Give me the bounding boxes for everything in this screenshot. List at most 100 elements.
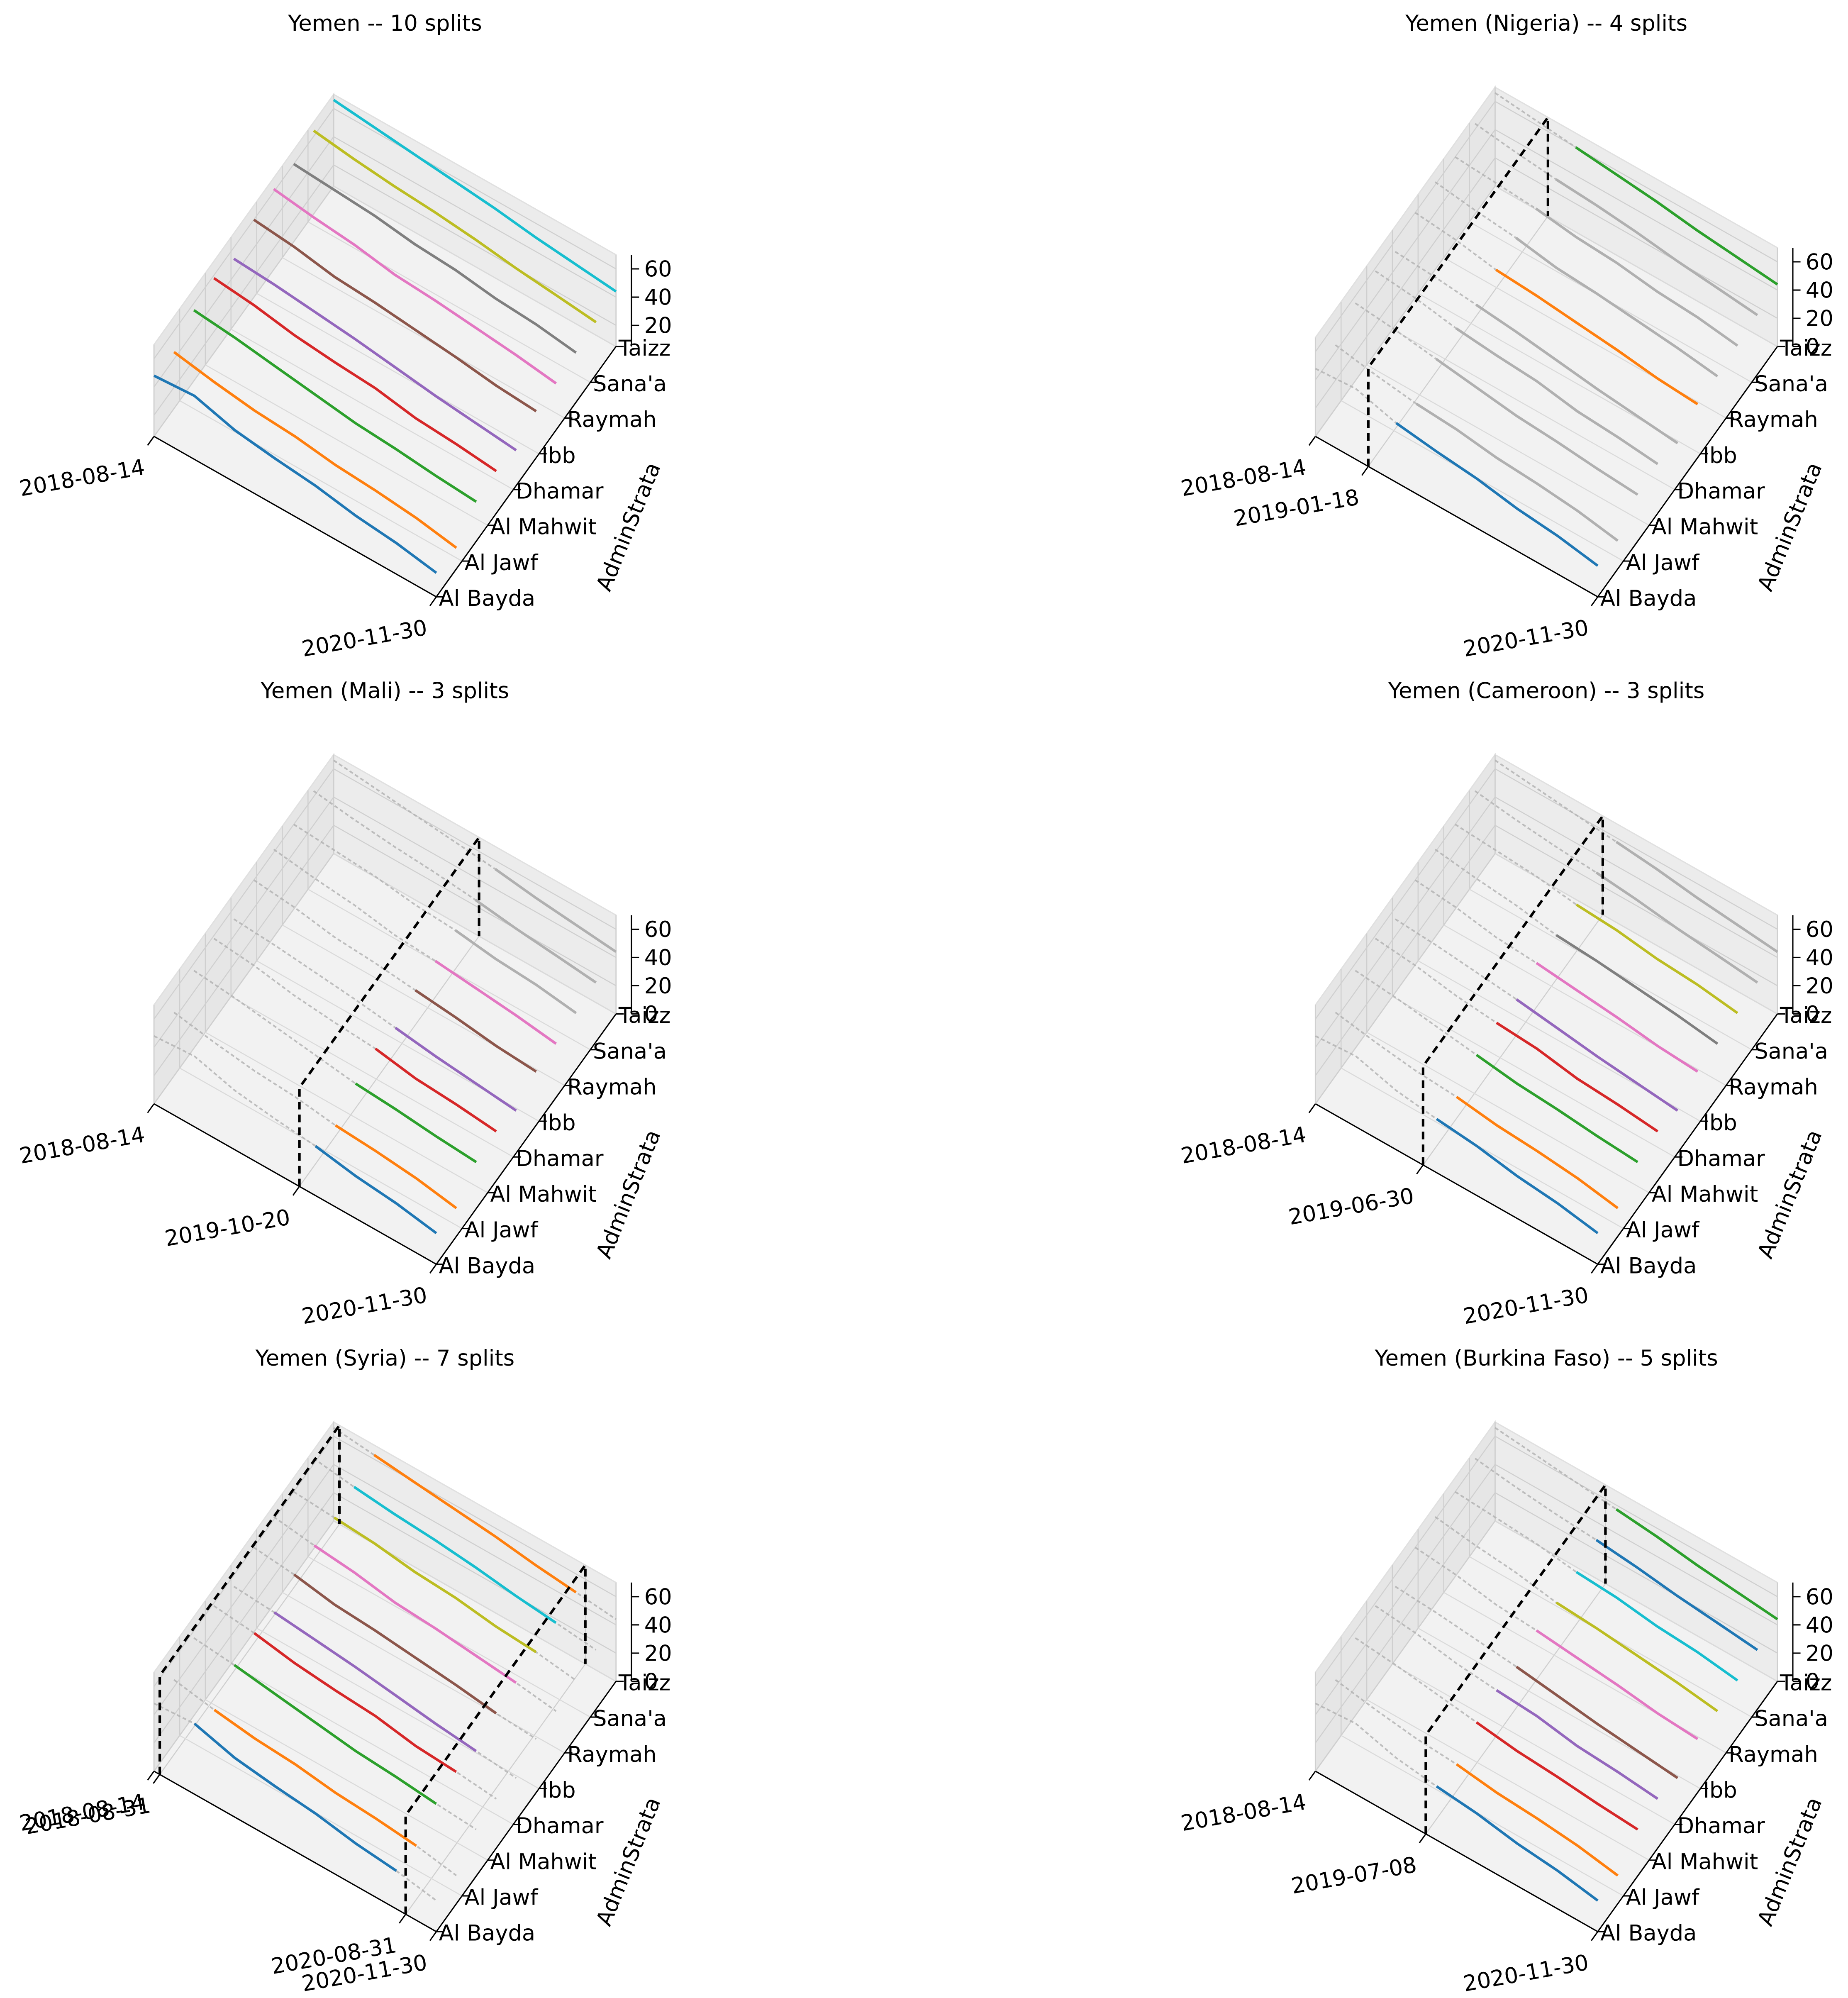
series-line [454,929,577,1014]
x-tick [1591,596,1599,606]
series-line [293,163,577,354]
series-line [253,1632,457,1773]
grid-line [256,1627,539,1789]
y-tick-label: Al Mahwit [1652,1182,1758,1207]
x-tick [1308,1103,1316,1113]
x-tick [147,1771,155,1781]
y-tick-label: Al Bayda [439,586,535,611]
grid-line [159,1524,340,1775]
y-tick-label: Ibb [541,443,575,468]
grid-line [1494,1436,1778,1597]
axis-line [1315,1013,1778,1265]
grid-line [1341,400,1624,562]
z-tick-label: 20 [1806,1641,1833,1666]
subplot: Yemen -- 10 splits 20 40 60 2018-08-14 2020-1… [17,11,672,662]
series-line [273,188,557,385]
x-tick-label: 2018-08-14 [1179,454,1308,501]
grid-line [231,329,514,490]
y-tick-label: Sana'a [593,371,667,397]
series-line [1555,934,1719,1045]
y-tick-label: Ibb [1703,1778,1737,1803]
series-line [193,309,477,503]
grid-line [1494,768,1778,930]
grid-line [333,796,617,958]
grid-line [205,364,488,526]
y-tick-label: Raymah [567,1742,656,1767]
y-tick-label: Raymah [1729,1075,1818,1100]
subplot: Yemen (Burkina Faso) -- 5 splits 0 20 40 60 2… [1179,1346,1833,1997]
y-tick-label: Taizz [1780,336,1832,361]
series-line [1455,1095,1619,1209]
axis-line [154,1681,617,1933]
grid-line [1315,1520,1496,1772]
series-line [313,1544,517,1684]
x-tick [1419,1833,1426,1844]
grid-line [154,1464,334,1715]
series-line [193,1722,397,1872]
grid-line [1494,1464,1778,1625]
series-line [213,1709,417,1847]
subplot: Yemen (Syria) -- 7 splits02040602018-08-… [17,1346,672,1997]
series-line [1536,962,1699,1073]
y-tick-label: Dhamar [1677,1813,1765,1839]
grid-line [1315,129,1496,381]
y-tick-label: Raymah [1729,1742,1818,1767]
series-line [1475,1721,1638,1831]
grid-line [1494,1492,1778,1654]
grid-line [154,136,334,388]
y-tick-label: Al Jawf [1626,550,1700,576]
grid-line [307,221,591,383]
series-line [233,257,517,451]
x-tick-label: 2018-08-14 [1179,1789,1308,1836]
series-line [1455,327,1659,465]
series-line [1575,1571,1738,1682]
x-tick-label: 2019-06-30 [1287,1183,1416,1230]
grid-line [333,768,617,930]
y-tick-label: Taizz [618,1003,670,1028]
z-tick-label: 20 [644,1641,672,1666]
y-tick-label: Dhamar [516,1146,603,1171]
x-tick-label: 2020-11-30 [1461,615,1591,662]
grid-line [1392,329,1675,490]
z-tick-label: 20 [644,313,672,339]
subplot: Yemen (Nigeria) -- 4 splits 020 40 60 2018-0… [1179,11,1833,662]
chart-title: Yemen (Burkina Faso) -- 5 splits [1375,1346,1718,1371]
z-tick-label: 60 [644,257,672,282]
y-tick-label: Al Bayda [439,1253,535,1278]
y-tick-label: Sana'a [1754,1039,1828,1064]
series-line [1495,268,1699,405]
chart-title: Yemen (Mali) -- 3 splits [261,678,509,704]
series-line [1515,998,1678,1112]
y-tick-label: Al Mahwit [1652,1849,1758,1874]
z-tick-label: 0 [644,1002,658,1027]
z-tick-label: 40 [1806,945,1833,971]
z-tick-label: 20 [1806,973,1833,999]
series-line [474,898,597,984]
y-tick-label: Al Jawf [465,1885,539,1910]
x-tick [1591,1264,1599,1274]
y-tick-label: Ibb [1703,443,1737,468]
grid-line [405,1664,586,1915]
y-tick-label: Al Mahwit [490,515,597,540]
series-line [1496,1689,1659,1800]
x-tick [429,1931,437,1941]
series-line [213,277,497,472]
x-tick [429,1264,437,1274]
x-tick-label: 2018-08-14 [17,1122,147,1169]
y-tick-label: Dhamar [516,478,603,504]
grid-line [1341,1067,1624,1229]
grid-line [1494,825,1778,986]
grid-line [1315,1436,1496,1687]
y-tick-label: Raymah [1729,407,1818,432]
y-tick-label: Raymah [567,407,656,432]
z-tick-label: 60 [1806,250,1833,275]
background-line [1315,1035,1599,1234]
series-line [334,1124,457,1209]
z-tick-label: 60 [1806,917,1833,942]
series-line [153,374,437,574]
series-line [1436,1785,1599,1902]
grid-line [1315,101,1496,352]
grid-line [154,768,334,1020]
grid-line [179,400,463,562]
